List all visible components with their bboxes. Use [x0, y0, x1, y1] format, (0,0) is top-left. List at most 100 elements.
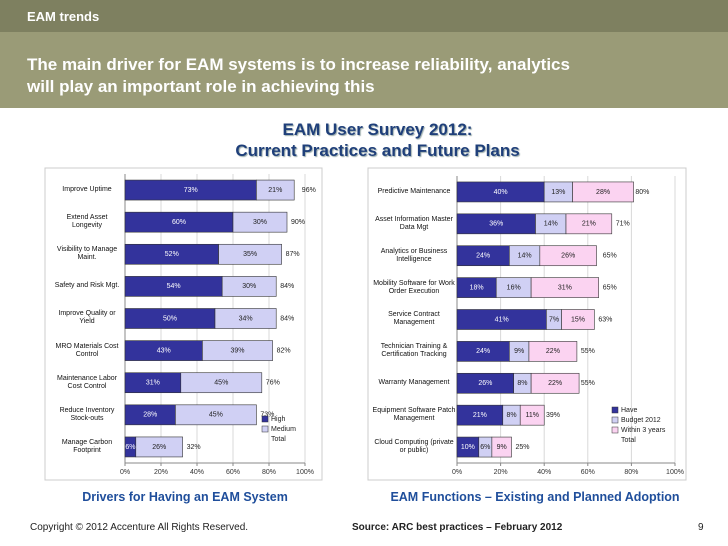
value-label: 9% [497, 444, 507, 451]
total-label: 32% [187, 444, 201, 451]
bar-segment [572, 181, 634, 203]
bar-segment [175, 404, 257, 426]
total-label: 65% [603, 284, 617, 291]
bar-segment [180, 372, 263, 394]
bar-segment [232, 211, 288, 233]
value-label: 45% [209, 412, 223, 419]
value-label: 73% [184, 187, 198, 194]
total-label: 96% [302, 187, 316, 194]
legend-label: High [271, 416, 286, 423]
value-label: 45% [214, 380, 228, 387]
headline: The main driver for EAM systems is to in… [27, 55, 570, 96]
value-label: 15% [571, 316, 585, 323]
value-label: 35% [243, 251, 257, 258]
x-tick-label: 60% [226, 469, 240, 476]
total-label: 55% [581, 380, 595, 387]
category-label: Service Contract Management [388, 311, 440, 327]
header-band [0, 0, 728, 32]
bar-segment [135, 436, 183, 458]
category-label: MRO Materials Cost Control [55, 342, 119, 358]
x-tick-label: 80% [624, 469, 638, 476]
bar-segment [202, 340, 273, 361]
survey-title: EAM User Survey 2012: [282, 120, 473, 139]
total-label: 82% [277, 347, 291, 354]
category-label: Improve Quality or Yield [58, 310, 116, 326]
total-label: 55% [581, 348, 595, 355]
bar-segment [539, 245, 597, 267]
value-label: 11% [525, 412, 539, 419]
total-label: 80% [635, 189, 649, 196]
legend-swatch [611, 416, 619, 424]
value-label: 8% [517, 380, 527, 387]
x-tick-label: 40% [190, 469, 204, 476]
value-label: 36% [489, 221, 503, 228]
section-title: EAM trends [27, 9, 100, 24]
value-label: 22% [546, 348, 560, 355]
total-label: 76% [266, 380, 280, 387]
value-label: 14% [544, 221, 558, 228]
page-number: 9 [698, 522, 704, 533]
value-label: 28% [596, 189, 610, 196]
x-tick-label: 60% [581, 469, 595, 476]
value-label: 24% [476, 348, 490, 355]
category-label: Analytics or Business Intelligence [380, 247, 448, 263]
category-label: Technician Training & Certification Trac… [380, 343, 448, 359]
value-label: 43% [157, 347, 171, 354]
value-label: 26% [152, 444, 166, 451]
bar-segment [528, 341, 578, 362]
x-tick-label: 80% [262, 469, 276, 476]
x-tick-label: 20% [494, 469, 508, 476]
value-label: 31% [146, 380, 160, 387]
value-label: 7% [549, 316, 559, 323]
value-label: 40% [494, 189, 508, 196]
value-label: 8% [506, 412, 516, 419]
x-tick-label: 100% [666, 469, 684, 476]
value-label: 31% [558, 284, 572, 291]
bar-segment [214, 308, 277, 329]
value-label: 21% [582, 221, 596, 228]
value-label: 26% [561, 253, 575, 260]
bar-segment [561, 309, 595, 330]
legend-label: Total [271, 436, 286, 443]
legend-swatch [611, 426, 619, 434]
legend-label: Total [621, 437, 636, 444]
x-tick-label: 0% [120, 469, 130, 476]
value-label: 24% [476, 253, 490, 260]
survey-subtitle: Current Practices and Future Plans [235, 141, 520, 160]
value-label: 30% [253, 219, 267, 226]
category-label: Mobility Software for Work Order Executi… [373, 279, 455, 295]
bar-segment [221, 276, 277, 297]
chart-title: EAM Functions – Existing and Planned Ado… [390, 490, 680, 504]
category-label: Asset Information Master Data Mgt [375, 215, 453, 231]
value-label: 9% [514, 348, 524, 355]
value-label: 13% [551, 189, 565, 196]
bar-segment [565, 213, 613, 235]
bar-segment [530, 372, 580, 394]
x-tick-label: 40% [537, 469, 551, 476]
value-label: 54% [167, 283, 181, 290]
bar-segment [530, 277, 599, 298]
bar-segment [519, 404, 545, 426]
value-label: 18% [470, 284, 484, 291]
category-label: Manage Carbon Footprint [61, 438, 113, 454]
legend-label: Medium [271, 426, 296, 433]
bar-segment [256, 179, 295, 201]
total-label: 84% [280, 283, 294, 290]
total-label: 84% [280, 315, 294, 322]
headline-band [0, 32, 728, 108]
bar-segment [218, 243, 282, 265]
legend-label: Have [621, 407, 637, 414]
total-label: 39% [546, 412, 560, 419]
total-label: 73% [260, 412, 274, 419]
category-label: Warranty Management [378, 379, 450, 387]
x-tick-label: 0% [452, 469, 462, 476]
category-label: Maintenance Labor Cost Control [57, 374, 117, 390]
value-label: 41% [495, 316, 509, 323]
total-label: 25% [516, 444, 530, 451]
total-label: 90% [291, 219, 305, 226]
total-label: 65% [603, 253, 617, 260]
legend-swatch [261, 415, 269, 423]
category-label: Cloud Computing (private or public) [374, 439, 454, 455]
value-label: 6% [480, 444, 490, 451]
